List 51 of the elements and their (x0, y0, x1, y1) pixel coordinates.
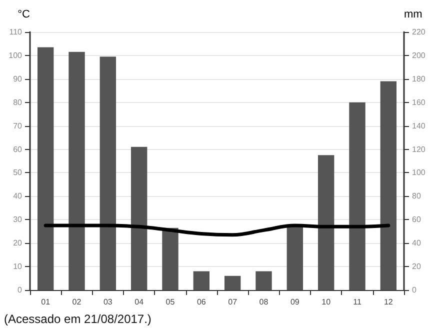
x-tick-label: 04 (134, 298, 144, 306)
y2-tick-label: 0 (412, 286, 417, 294)
x-tick-label: 06 (196, 298, 206, 306)
y-tick-label: 60 (13, 144, 23, 154)
y2-axis-title: mm (404, 8, 422, 20)
y2-tick-label: 40 (412, 238, 422, 248)
x-tick-label: 08 (259, 298, 269, 306)
y-tick-label: 110 (9, 28, 23, 36)
x-tick-label: 11 (353, 298, 362, 306)
x-tick-label: 12 (384, 298, 394, 306)
x-tick-label: 05 (166, 298, 176, 306)
bar (193, 271, 210, 290)
y2-tick-label: 100 (412, 168, 426, 178)
y-axis-title: °C (18, 8, 30, 20)
x-tick-label: 02 (72, 298, 82, 306)
y-tick-label: 100 (8, 50, 23, 60)
bar (318, 155, 334, 290)
y-tick-label: 90 (13, 74, 23, 84)
y2-tick-label: 180 (412, 74, 426, 84)
y-tick-label: 0 (18, 286, 23, 294)
y2-tick-label: 140 (412, 121, 426, 130)
x-tick-label: 03 (103, 298, 113, 306)
y-tick-label: 30 (13, 215, 23, 224)
x-tick-label: 07 (228, 298, 238, 306)
y2-tick-label: 220 (412, 28, 426, 36)
y-tick-label: 80 (13, 98, 23, 107)
y-tick-label: 20 (13, 238, 23, 248)
y2-tick-label: 60 (412, 215, 422, 224)
bar (349, 102, 366, 290)
y2-tick-label: 80 (412, 192, 422, 201)
y-tick-label: 10 (13, 262, 23, 272)
bar (37, 47, 54, 290)
x-tick-label: 10 (322, 298, 332, 306)
y2-tick-label: 120 (412, 144, 426, 154)
y2-tick-label: 20 (412, 262, 422, 272)
bar (162, 228, 178, 290)
y-tick-label: 70 (13, 121, 23, 130)
text: (Acessado em 21/08/2017.) (3, 312, 152, 326)
y-tick-label: 40 (13, 192, 23, 201)
line-series (44, 224, 390, 237)
bar (100, 56, 116, 290)
bar (224, 276, 241, 290)
y2-tick-label: 160 (412, 98, 426, 107)
bar (256, 271, 272, 290)
bar (380, 81, 397, 290)
y-tick-label: 50 (13, 168, 23, 178)
x-tick-label: 01 (41, 298, 51, 306)
bar (130, 146, 148, 290)
y2-tick-label: 200 (412, 50, 426, 60)
bar (68, 52, 85, 290)
x-tick-label: 09 (290, 298, 300, 306)
